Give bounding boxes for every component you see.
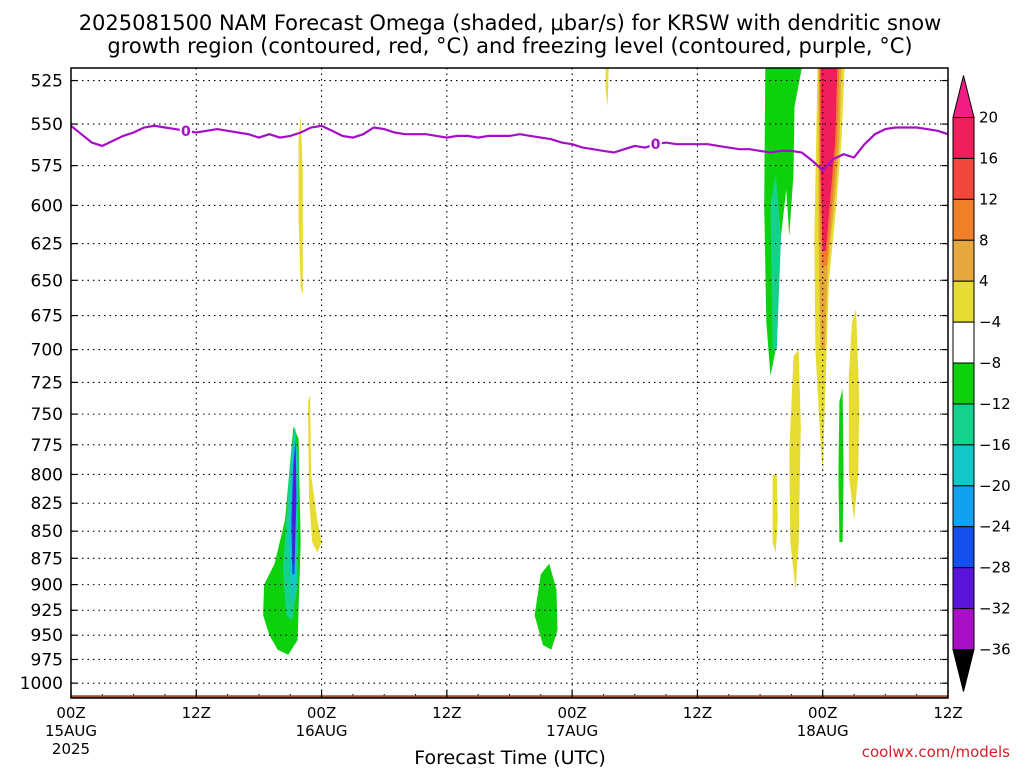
colorbar-box-11 [952,567,975,610]
y-tick-label-625: 625 [31,235,63,255]
colorbar-label-0: 20 [979,109,998,127]
plot-area [71,68,948,698]
y-tick-label-950: 950 [31,626,63,646]
colorbar-box-8 [952,444,975,487]
omega-region-20 [848,308,860,521]
omega-region-10 [605,68,609,107]
colorbar-label-12: −32 [979,600,1011,618]
freezing-label-1: 0 [651,137,661,153]
watermark: coolwx.com/models [862,743,1010,761]
terrain-fill [71,695,948,698]
x-tick-date-72: 18AUG [797,722,849,740]
y-tick-label-825: 825 [31,494,63,514]
y-tick-label-725: 725 [31,373,63,393]
chart-title-line-2: growth region (contoured, red, °C) and f… [107,34,912,58]
y-tick-label-800: 800 [31,465,63,485]
x-tick-label-48: 00Z [557,704,586,722]
colorbar-box-6 [952,362,975,405]
x-tick-label-72: 00Z [808,704,837,722]
x-tick-date-48: 17AUG [546,722,598,740]
x-tick-label-60: 12Z [683,704,712,722]
y-axis-ticks: 525 550 575 600 625 650 675 700 725 750 775 800 825 8… [20,72,948,694]
y-tick-label-525: 525 [31,72,63,92]
omega-region-19 [772,474,778,553]
x-tick-date-24: 16AUG [296,722,348,740]
freezing-level: 00 [71,121,948,173]
colorbar-label-8: −16 [979,436,1011,454]
colorbar-label-1: 16 [979,149,998,167]
x-tick-label-84: 12Z [933,704,962,722]
colorbar-label-6: −8 [979,354,1001,372]
freezing-level-line [71,124,948,173]
y-tick-label-650: 650 [31,271,63,291]
colorbar-box-4 [952,280,975,323]
x-tick-label-12: 12Z [182,704,211,722]
y-tick-label-900: 900 [31,576,63,596]
freezing-label-bg-0 [179,121,192,139]
x-tick-label-36: 12Z [432,704,461,722]
colorbar-label-13: −36 [979,641,1011,659]
y-tick-label-850: 850 [31,522,63,542]
colorbar-label-11: −28 [979,559,1011,577]
freezing-label-bg-1 [649,135,662,153]
y-tick-label-700: 700 [31,341,63,361]
colorbar-box-9 [952,485,975,528]
x-tick-label-24: 00Z [307,704,336,722]
y-tick-label-600: 600 [31,196,63,216]
x-tick-year-0: 2025 [52,740,90,758]
y-tick-label-675: 675 [31,307,63,327]
colorbar: 20 16 12 8 4 −4 −8 −12 −16 −20 −24 −28 −32 −36 [952,75,1011,692]
colorbar-label-5: −4 [979,313,1001,331]
y-tick-label-875: 875 [31,549,63,569]
colorbar-label-7: −12 [979,395,1011,413]
omega-region-7 [308,395,322,553]
colorbar-label-9: −20 [979,477,1011,495]
y-tick-label-750: 750 [31,405,63,425]
x-axis-label: Forecast Time (UTC) [414,747,605,768]
x-tick-label-0: 00Z [56,704,85,722]
omega-shading [238,68,860,674]
colorbar-box-1 [952,157,975,200]
y-tick-label-550: 550 [31,115,63,135]
omega-region-5 [292,444,296,564]
colorbar-label-3: 8 [979,231,989,249]
colorbar-box-7 [952,403,975,446]
colorbar-box-12 [952,608,975,650]
omega-region-13 [770,173,781,350]
x-tick-date-0: 15AUG [45,722,97,740]
colorbar-bottom-arrow [952,649,975,692]
freezing-label-0: 0 [181,124,191,140]
colorbar-label-10: −24 [979,518,1011,536]
colorbar-top-arrow [952,75,975,118]
y-tick-label-775: 775 [31,436,63,456]
y-tick-label-975: 975 [31,650,63,670]
colorbar-box-5 [952,321,975,364]
omega-region-9 [534,563,558,650]
omega-region-18 [789,349,801,590]
y-tick-label-1000: 1000 [20,674,63,694]
chart-title-line-1: 2025081500 NAM Forecast Omega (shaded, μ… [79,11,942,35]
colorbar-box-2 [952,198,975,241]
colorbar-box-0 [952,117,975,159]
colorbar-label-4: 4 [979,272,989,290]
colorbar-box-3 [952,239,975,282]
omega-region-6 [298,115,303,295]
terrain-band [71,695,948,698]
colorbar-box-10 [952,526,975,569]
y-tick-label-575: 575 [31,157,63,177]
y-tick-label-925: 925 [31,601,63,621]
colorbar-label-2: 12 [979,190,998,208]
